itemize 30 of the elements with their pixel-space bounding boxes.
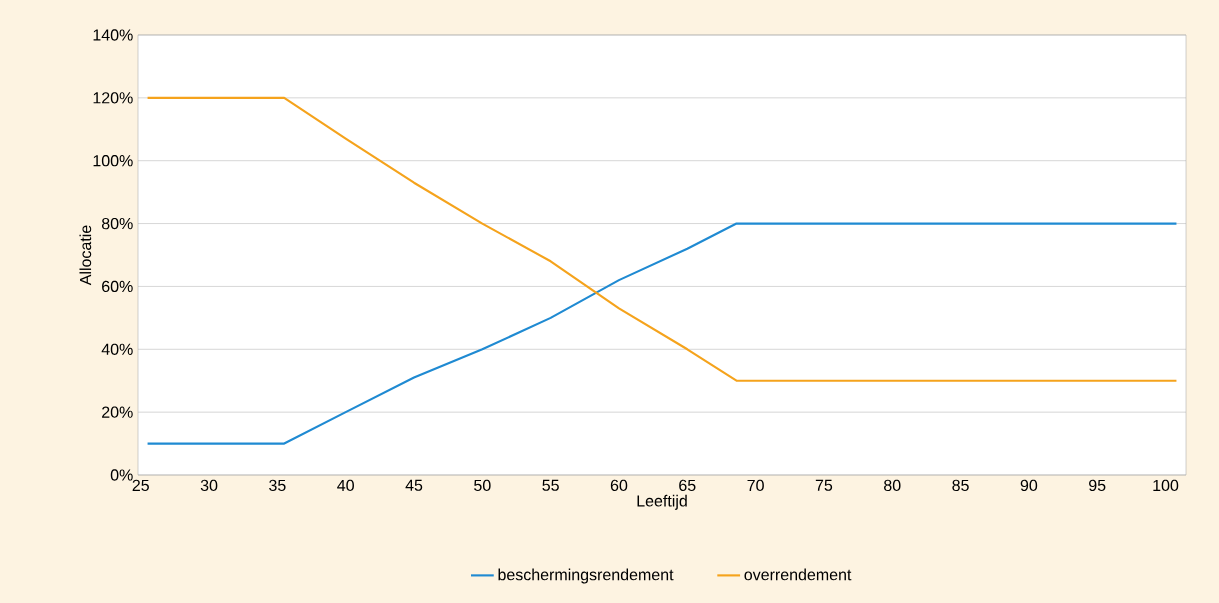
y-tick-label: 140% [93, 29, 133, 41]
x-tick-label: 25 [132, 479, 149, 492]
y-tick-label: 40% [101, 343, 133, 355]
legend-label: beschermingsrendement [498, 568, 674, 584]
y-tick-label: 80% [101, 217, 133, 230]
x-tick-label: 95 [1089, 479, 1106, 492]
x-tick-label: 40 [337, 479, 354, 492]
line-series [146, 96, 1178, 382]
y-tick-label: 60% [102, 280, 133, 293]
x-tick-label: 50 [474, 479, 491, 492]
x-tick-label: 30 [200, 479, 218, 492]
x-axis-title: Leeftijd [637, 494, 687, 510]
y-tick-label: 0% [110, 469, 133, 481]
x-tick-label: 70 [747, 479, 764, 492]
x-tick-label: 85 [952, 479, 969, 492]
x-tick-label: 75 [815, 479, 833, 491]
x-tick-label: 35 [269, 479, 286, 492]
x-tick-label: 60 [610, 479, 628, 492]
y-tick-label: 100% [93, 155, 133, 167]
x-tick-label: 55 [542, 479, 559, 491]
x-tick-label: 65 [679, 479, 696, 492]
x-tick-label: 45 [405, 479, 423, 491]
y-tick-label: 120% [93, 92, 133, 104]
x-tick-label: 80 [884, 479, 901, 492]
y-tick-label: 20% [102, 406, 133, 418]
y-axis-title: Allocatie [79, 225, 92, 286]
x-tick-label: 90 [1020, 479, 1038, 492]
x-tick-label: 100 [1153, 479, 1179, 492]
legend-label: overrendement [744, 568, 852, 581]
line-series [146, 222, 1178, 445]
